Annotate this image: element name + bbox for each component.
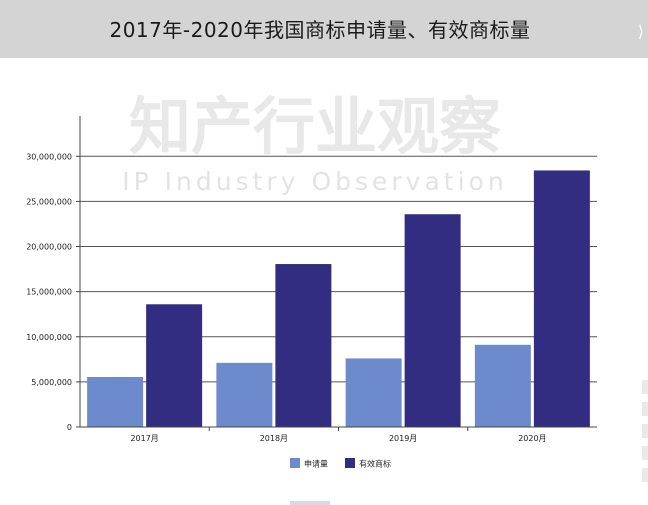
- bar-applications-2020月: [474, 344, 531, 427]
- watermark-chinese: 知产行业观察: [129, 90, 501, 163]
- x-tick-label: 2020月: [518, 434, 546, 443]
- legend: 申请量 有效商标: [290, 458, 391, 469]
- bar-valid-trademarks-2017月: [146, 304, 203, 427]
- y-tick-label: 0: [67, 423, 72, 432]
- chevron-right-icon[interactable]: ⟩: [637, 22, 644, 41]
- legend-label: 申请量: [304, 459, 328, 469]
- x-tick-label: 2018月: [260, 434, 288, 443]
- bar-applications-2017月: [87, 377, 144, 427]
- y-tick-label: 25,000,000: [26, 197, 72, 206]
- bar-chart: 知产行业观察 IP Industry Observation 0 5,000,00…: [26, 90, 597, 469]
- y-tick-label: 15,000,000: [26, 288, 72, 297]
- y-tick-labels: 0 5,000,000 10,000,000 15,000,000 20,000,000…: [26, 152, 80, 432]
- page-title: 2017年-2020年我国商标申请量、有效商标量: [109, 18, 531, 42]
- bar-valid-trademarks-2019月: [404, 214, 461, 427]
- bars: [87, 170, 590, 427]
- bar-applications-2019月: [345, 358, 402, 427]
- bottom-decoration: [290, 501, 330, 505]
- x-tick-label: 2017月: [130, 434, 158, 443]
- scroll-decoration: [642, 380, 648, 490]
- y-tick-label: 10,000,000: [26, 333, 72, 342]
- x-tick-label: 2019月: [389, 434, 417, 443]
- y-tick-label: 5,000,000: [31, 378, 72, 387]
- title-bar: 2017年-2020年我国商标申请量、有效商标量 ⟩: [0, 0, 648, 58]
- legend-swatch: [290, 458, 300, 468]
- bar-valid-trademarks-2020月: [533, 170, 590, 427]
- y-tick-label: 30,000,000: [26, 152, 72, 161]
- legend-swatch: [345, 458, 355, 468]
- y-tick-label: 20,000,000: [26, 243, 72, 252]
- bar-applications-2018月: [216, 362, 273, 427]
- watermark: 知产行业观察 IP Industry Observation: [122, 90, 507, 196]
- watermark-english: IP Industry Observation: [122, 167, 507, 196]
- bar-valid-trademarks-2018月: [275, 264, 332, 427]
- legend-label: 有效商标: [359, 459, 391, 469]
- x-tick-labels: 2017月 2018月 2019月 2020月: [130, 427, 547, 443]
